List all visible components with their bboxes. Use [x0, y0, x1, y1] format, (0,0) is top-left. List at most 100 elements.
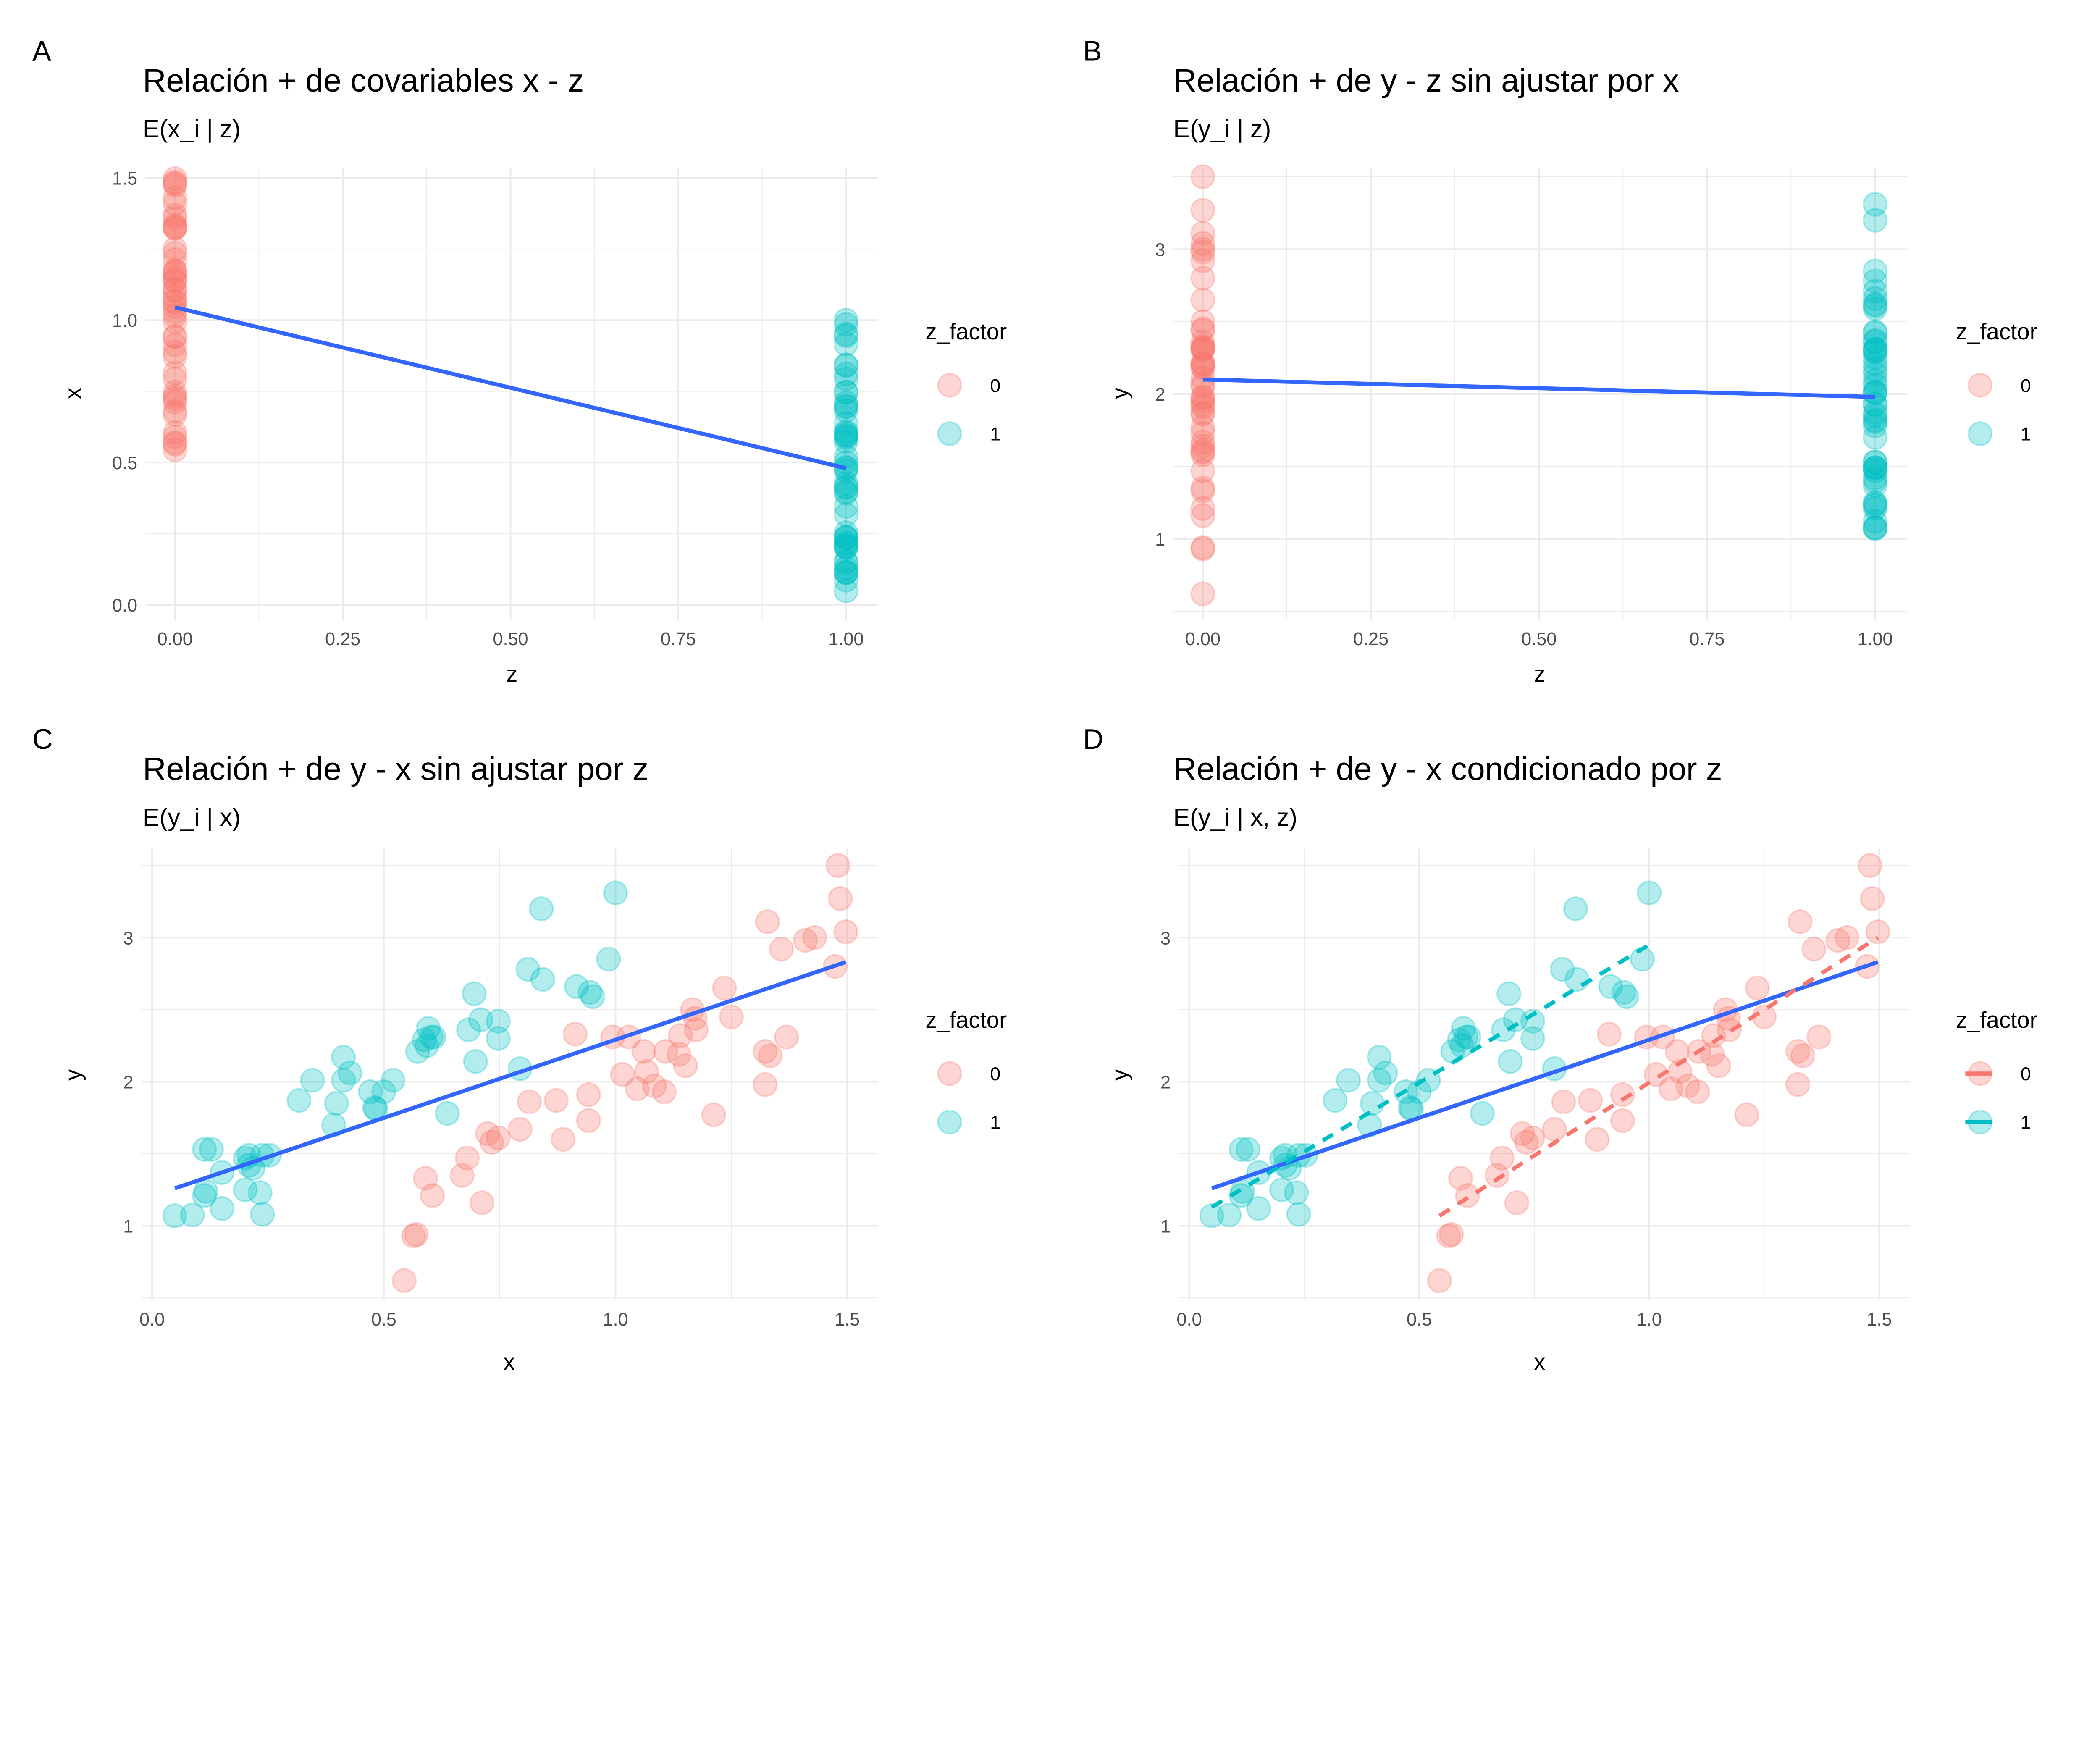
panel-tag: A	[32, 35, 51, 67]
data-point-z0	[833, 919, 858, 945]
data-point-z0	[1190, 197, 1215, 223]
data-point-z0	[1190, 236, 1215, 262]
data-point-z0	[163, 399, 188, 424]
data-point-z1	[1863, 296, 1888, 321]
data-point-z0	[1439, 1222, 1464, 1247]
data-point-z1	[1246, 1196, 1271, 1221]
data-point-z0	[701, 1102, 726, 1127]
x-tick-label: 1.5	[835, 1310, 860, 1330]
data-point-z0	[163, 309, 188, 334]
data-point-z1	[833, 533, 858, 558]
data-point-z1	[416, 1016, 441, 1041]
data-point-z1	[1496, 981, 1522, 1006]
data-point-z0	[1427, 1268, 1452, 1293]
data-point-z0	[163, 173, 188, 198]
data-point-z1	[1863, 449, 1888, 475]
plot-area: 0.0 0.5 1.0 1.5 1 2 3	[123, 848, 879, 1330]
chart-title: Relación + de y - z sin ajustar por x	[1173, 63, 1679, 99]
data-point-z1	[1863, 320, 1888, 346]
data-point-z1	[833, 353, 858, 378]
data-point-z1	[1863, 458, 1888, 483]
data-point-z1	[1863, 455, 1888, 480]
data-point-z1	[381, 1068, 406, 1093]
data-point-z0	[1857, 853, 1882, 878]
data-point-z1	[1454, 1024, 1479, 1050]
data-point-z1	[180, 1203, 205, 1228]
data-point-z1	[1563, 896, 1588, 922]
panel-d: D Relación + de y - x condicionado por z…	[1083, 724, 2037, 1375]
data-point-z0	[1504, 1190, 1529, 1216]
data-point-z0	[470, 1190, 495, 1216]
data-point-z1	[833, 352, 858, 378]
data-point-z0	[1509, 1121, 1535, 1146]
data-point-z1	[1863, 319, 1888, 344]
legend-label-1: 1	[990, 1112, 1000, 1133]
y-tick-label: 1.0	[112, 311, 137, 331]
data-point-z1	[331, 1045, 356, 1070]
data-point-z0	[163, 383, 188, 409]
data-point-z1	[833, 361, 858, 386]
data-point-z0	[1520, 1125, 1546, 1150]
data-point-z0	[1190, 336, 1215, 362]
data-point-z1	[1863, 400, 1888, 425]
data-point-z0	[163, 324, 188, 349]
data-point-z0	[825, 853, 850, 878]
fit-line-all	[1202, 377, 1875, 399]
panel-a: A Relación + de covariables x - z E(x_i …	[32, 35, 1007, 687]
data-point-z0	[449, 1163, 475, 1188]
data-point-z1	[199, 1137, 224, 1162]
data-point-z1	[331, 1068, 356, 1093]
data-point-z0	[163, 185, 188, 210]
data-point-z1	[486, 1008, 511, 1034]
x-axis-title: z	[506, 661, 517, 687]
x-tick-label: 0.0	[139, 1310, 165, 1330]
data-point-z1	[1367, 1045, 1392, 1070]
data-point-z0	[163, 332, 188, 357]
data-point-z0	[642, 1074, 667, 1099]
data-point-z0	[475, 1121, 500, 1146]
y-axis-title: y	[60, 1069, 86, 1081]
data-point-z0	[576, 1082, 601, 1107]
legend-label-1: 1	[2021, 423, 2031, 445]
data-point-z0	[163, 166, 188, 191]
data-point-z1	[1863, 409, 1888, 434]
data-point-z0	[1860, 886, 1885, 911]
data-point-z0	[1190, 389, 1215, 414]
chart-subtitle: E(y_i | x, z)	[1173, 803, 1297, 831]
data-point-z0	[1734, 1102, 1759, 1127]
data-point-z1	[233, 1177, 258, 1203]
data-point-z1	[192, 1183, 217, 1208]
panel-tag: C	[32, 724, 53, 755]
data-point-z1	[1863, 338, 1888, 363]
data-point-z1	[1360, 1091, 1385, 1116]
data-point-z1	[1863, 509, 1888, 534]
data-point-z1	[833, 567, 858, 593]
data-point-z0	[163, 213, 188, 238]
data-point-z0	[753, 1072, 778, 1097]
x-tick-label: 0.25	[1353, 629, 1389, 649]
legend-key-point-1	[1968, 421, 1993, 446]
x-axis-title: z	[1534, 661, 1545, 687]
chart-title: Relación + de covariables x - z	[143, 63, 584, 99]
data-point-z1	[833, 549, 858, 575]
data-point-z1	[833, 559, 858, 584]
data-point-z1	[247, 1180, 273, 1205]
data-point-z1	[1863, 361, 1888, 386]
fit-line-all	[174, 305, 847, 470]
data-point-z1	[1863, 368, 1888, 394]
x-tick-label: 1.5	[1866, 1310, 1892, 1330]
data-point-z0	[1806, 1024, 1832, 1050]
data-point-z1	[1863, 468, 1888, 494]
data-point-z1	[456, 1017, 481, 1042]
x-axis-title: x	[1534, 1350, 1545, 1375]
data-point-z1	[833, 444, 858, 470]
data-point-z1	[1863, 329, 1888, 354]
data-point-z1	[162, 1203, 187, 1229]
data-point-z0	[401, 1224, 426, 1249]
data-point-z1	[371, 1079, 396, 1104]
data-point-z1	[1863, 278, 1888, 304]
chart-title: Relación + de y - x condicionado por z	[1173, 751, 1722, 787]
data-point-z0	[163, 247, 188, 272]
data-point-z0	[1825, 928, 1851, 953]
data-point-z0	[1489, 1145, 1515, 1171]
